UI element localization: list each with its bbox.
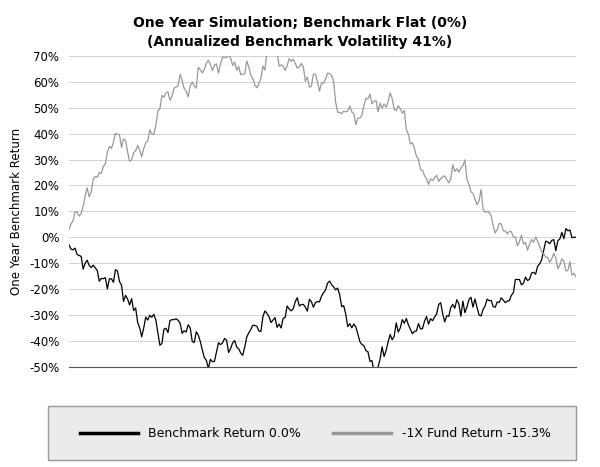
Text: -1X Fund Return -15.3%: -1X Fund Return -15.3%	[402, 427, 551, 439]
Text: One Year Simulation; Benchmark Flat (0%): One Year Simulation; Benchmark Flat (0%)	[133, 16, 467, 30]
-1X Fund Return -15.3%	[65, 226, 73, 232]
Benchmark Return 0.0%	[469, 304, 476, 310]
-1X Fund Return -15.3%	[76, 213, 83, 219]
Benchmark Return 0.0%	[217, 342, 224, 347]
Benchmark Return 0.0%	[562, 226, 569, 231]
Text: (Annualized Benchmark Volatility 41%): (Annualized Benchmark Volatility 41%)	[148, 35, 452, 49]
-1X Fund Return -15.3%	[217, 61, 224, 67]
FancyBboxPatch shape	[48, 406, 576, 460]
Line: Benchmark Return 0.0%: Benchmark Return 0.0%	[69, 228, 576, 373]
Benchmark Return 0.0%	[572, 234, 580, 240]
Benchmark Return 0.0%	[76, 253, 83, 258]
-1X Fund Return -15.3%	[572, 274, 580, 280]
Y-axis label: One Year Benchmark Return: One Year Benchmark Return	[10, 128, 23, 295]
-1X Fund Return -15.3%	[469, 191, 476, 196]
Line: -1X Fund Return -15.3%: -1X Fund Return -15.3%	[69, 38, 576, 277]
-1X Fund Return -15.3%	[265, 35, 272, 41]
Text: Benchmark Return 0.0%: Benchmark Return 0.0%	[148, 427, 301, 439]
Benchmark Return 0.0%	[423, 314, 430, 319]
Benchmark Return 0.0%	[373, 370, 380, 375]
-1X Fund Return -15.3%	[562, 268, 569, 274]
-1X Fund Return -15.3%	[391, 106, 398, 112]
-1X Fund Return -15.3%	[423, 176, 430, 182]
Benchmark Return 0.0%	[391, 333, 398, 339]
Benchmark Return 0.0%	[65, 242, 73, 248]
Benchmark Return 0.0%	[565, 228, 572, 234]
